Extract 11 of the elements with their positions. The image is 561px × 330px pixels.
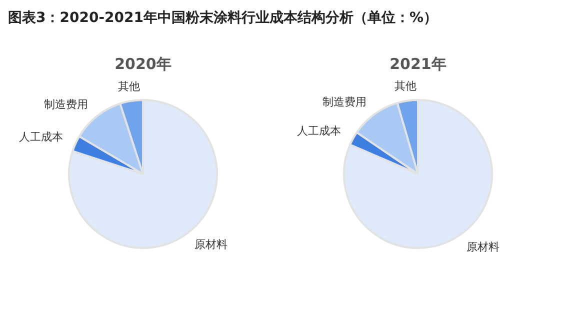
slice-label: 人工成本 <box>296 124 341 138</box>
slice-label: 制造费用 <box>44 98 88 112</box>
text: 图表3：2020-2021年中国粉末涂料行业成本结构分析（单位：%） <box>8 9 439 28</box>
chart-title: 2021年 <box>390 54 446 73</box>
slice-label: 制造费用 <box>322 96 366 109</box>
slice-label: 其他 <box>394 80 417 93</box>
slice-label: 原材料 <box>194 238 228 252</box>
slice-label: 原材料 <box>466 240 500 254</box>
chart-title: 2020年 <box>114 54 172 73</box>
slice-label: 人工成本 <box>18 130 63 144</box>
slice-label: 其他 <box>118 80 140 93</box>
